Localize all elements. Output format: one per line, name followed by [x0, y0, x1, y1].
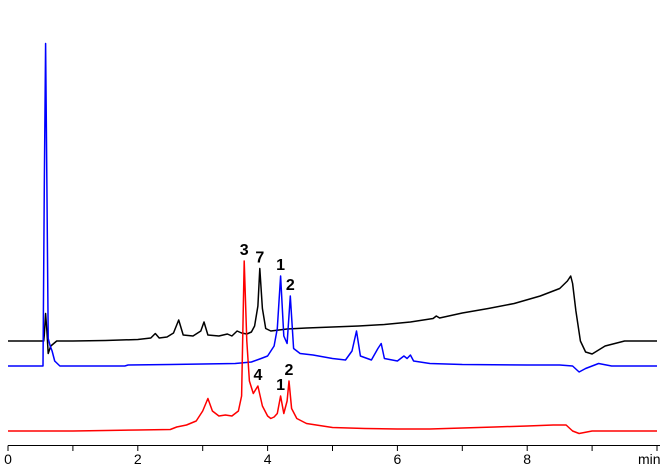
peak-label-5: 4: [253, 367, 262, 384]
peak-label-4: 3: [240, 242, 249, 259]
trace-line-3: [8, 260, 657, 435]
peak-label-7: 2: [285, 362, 294, 379]
x-tick-label: 6: [394, 451, 402, 467]
x-axis-ticks: 0 2 4 6 8: [4, 445, 658, 467]
peak-label-3: 2: [286, 277, 295, 294]
peak-label-2: 1: [276, 257, 285, 274]
trace-line-2: [8, 42, 657, 373]
x-axis-unit-label: min: [638, 451, 661, 467]
peak-label-6: 1: [276, 377, 285, 394]
x-tick-label: 4: [264, 451, 272, 467]
x-tick-label: 2: [134, 451, 142, 467]
trace-group: [8, 42, 657, 435]
peak-label-1: 7: [255, 250, 264, 267]
x-tick-label: 0: [4, 451, 12, 467]
x-tick-label: 8: [523, 451, 531, 467]
trace-line-1: [8, 267, 657, 355]
